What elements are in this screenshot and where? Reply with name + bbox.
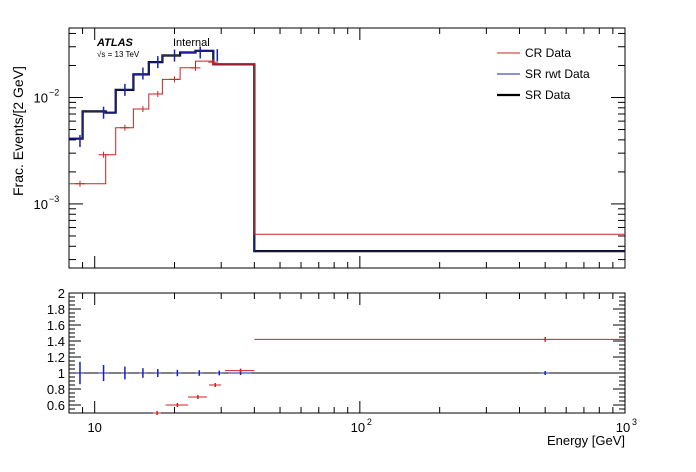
x-tick-exponent: 3: [632, 417, 637, 427]
ratio-y-tick-label: 1.8: [47, 302, 65, 317]
energy-label: √s = 13 TeV: [97, 50, 140, 59]
main-y-tick-label: 10: [34, 91, 48, 106]
legend-entry: SR rwt Data: [525, 67, 590, 81]
main-ticks: [68, 28, 626, 268]
ratio-y-tick-label: 0.6: [47, 398, 65, 413]
legend-entry: CR Data: [525, 46, 571, 60]
atlas-label: ATLAS: [96, 37, 134, 49]
ratio-y-tick-labels: 21.81.61.41.210.80.6: [47, 286, 65, 413]
x-tick-label: 10: [616, 420, 630, 435]
main-y-tick-exponent: −2: [49, 88, 59, 98]
main-histograms: [69, 49, 625, 253]
ratio-y-tick-label: 1.6: [47, 318, 65, 333]
histogram-cr-data: [69, 60, 625, 235]
main-frame: [68, 27, 626, 269]
x-tick-exponent: 2: [367, 417, 372, 427]
ratio-ticks: [68, 292, 626, 414]
ratio-y-tick-label: 0.8: [47, 382, 65, 397]
x-axis-label: Energy [GeV]: [547, 433, 625, 448]
main-y-tick-labels: 10−210−3: [34, 88, 60, 212]
ratio-y-tick-label: 1.2: [47, 350, 65, 365]
ratio-frame: [68, 292, 626, 414]
legend-entry: SR Data: [525, 88, 571, 102]
main-y-tick-label: 10: [34, 197, 48, 212]
ratio-y-tick-label: 1: [58, 366, 65, 381]
main-y-axis-label: Frac. Events/[2 GeV]: [10, 66, 26, 196]
main-error-markers: [74, 46, 219, 187]
main-panel: 10−210−3 Frac. Events/[2 GeV] ATLAS Inte…: [10, 27, 626, 269]
ratio-panel: 21.81.61.41.210.80.6 10 10 2 10 3 Energy [Ge…: [47, 286, 637, 448]
legend: CR Data SR rwt Data SR Data: [497, 46, 590, 102]
ratio-y-tick-label: 1.4: [47, 334, 65, 349]
ratio-points: [75, 337, 625, 415]
x-tick-label: 10: [87, 420, 101, 435]
internal-label: Internal: [173, 37, 210, 49]
ratio-y-tick-label: 2: [58, 286, 65, 301]
x-tick-labels: 10 10 2 10 3: [87, 417, 637, 435]
x-tick-label: 10: [351, 420, 365, 435]
main-y-tick-exponent: −3: [49, 194, 59, 204]
